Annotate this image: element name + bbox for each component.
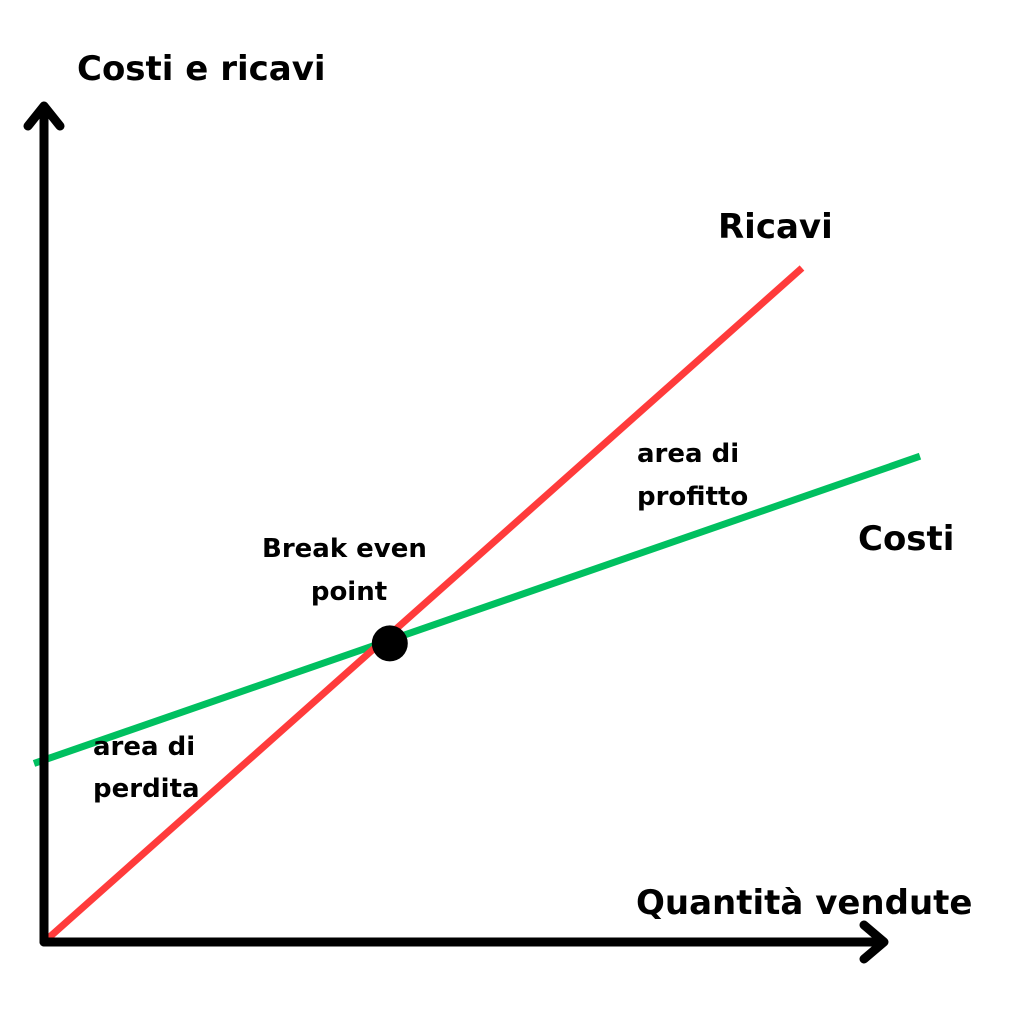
loss-area-label-line1: area di [93, 732, 195, 762]
x-axis-label: Quantità vendute [636, 883, 972, 923]
loss-area-label-line2: perdita [93, 774, 200, 804]
ricavi-series-line [41, 265, 805, 945]
loss-area-label: area di perdita [93, 732, 204, 804]
x-axis [39, 920, 889, 964]
break-even-point-marker [371, 625, 408, 662]
profit-area-label-line2: profitto [637, 482, 748, 512]
break-even-label: Break even point [262, 534, 436, 607]
profit-area-label-line1: area di [637, 439, 739, 469]
y-axis [23, 101, 65, 947]
ricavi-series-label: Ricavi [718, 207, 833, 247]
break-even-label-line1: Break even [262, 534, 427, 564]
y-axis-label: Costi e ricavi [77, 49, 326, 89]
costi-series-label: Costi [858, 519, 954, 559]
x-axis-arrow-icon [859, 920, 889, 964]
profit-area-label: area di profitto [637, 439, 748, 512]
break-even-label-line2: point [311, 577, 387, 607]
y-axis-arrow-icon [23, 101, 65, 131]
costi-series-line [32, 452, 922, 767]
